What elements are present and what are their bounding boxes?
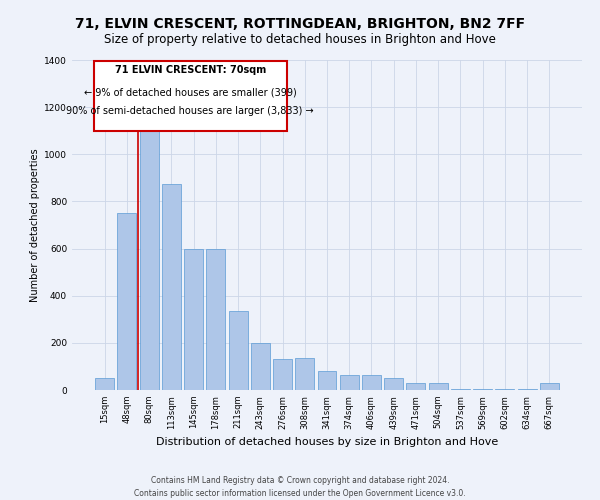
- Bar: [518, 389, 536, 390]
- Text: 90% of semi-detached houses are larger (3,833) →: 90% of semi-detached houses are larger (…: [67, 106, 314, 116]
- Bar: [162, 184, 181, 390]
- Bar: [295, 358, 314, 390]
- Bar: [540, 383, 559, 390]
- Text: ← 9% of detached houses are smaller (399): ← 9% of detached houses are smaller (399…: [84, 87, 296, 97]
- Bar: [140, 130, 158, 390]
- Bar: [362, 374, 381, 390]
- Bar: [95, 378, 114, 390]
- Text: 71 ELVIN CRESCENT: 70sqm: 71 ELVIN CRESCENT: 70sqm: [115, 64, 266, 74]
- X-axis label: Distribution of detached houses by size in Brighton and Hove: Distribution of detached houses by size …: [156, 437, 498, 447]
- Bar: [273, 360, 292, 390]
- Bar: [251, 343, 270, 390]
- Bar: [406, 383, 425, 390]
- Text: 71, ELVIN CRESCENT, ROTTINGDEAN, BRIGHTON, BN2 7FF: 71, ELVIN CRESCENT, ROTTINGDEAN, BRIGHTO…: [75, 18, 525, 32]
- Bar: [118, 213, 136, 390]
- Bar: [229, 311, 248, 390]
- Bar: [473, 389, 492, 390]
- Bar: [317, 371, 337, 390]
- Text: Size of property relative to detached houses in Brighton and Hove: Size of property relative to detached ho…: [104, 32, 496, 46]
- Text: Contains HM Land Registry data © Crown copyright and database right 2024.
Contai: Contains HM Land Registry data © Crown c…: [134, 476, 466, 498]
- Bar: [451, 389, 470, 390]
- Bar: [429, 383, 448, 390]
- Y-axis label: Number of detached properties: Number of detached properties: [30, 148, 40, 302]
- FancyBboxPatch shape: [94, 61, 287, 130]
- Bar: [340, 374, 359, 390]
- Bar: [384, 378, 403, 390]
- Bar: [206, 248, 225, 390]
- Bar: [184, 248, 203, 390]
- Bar: [496, 389, 514, 390]
